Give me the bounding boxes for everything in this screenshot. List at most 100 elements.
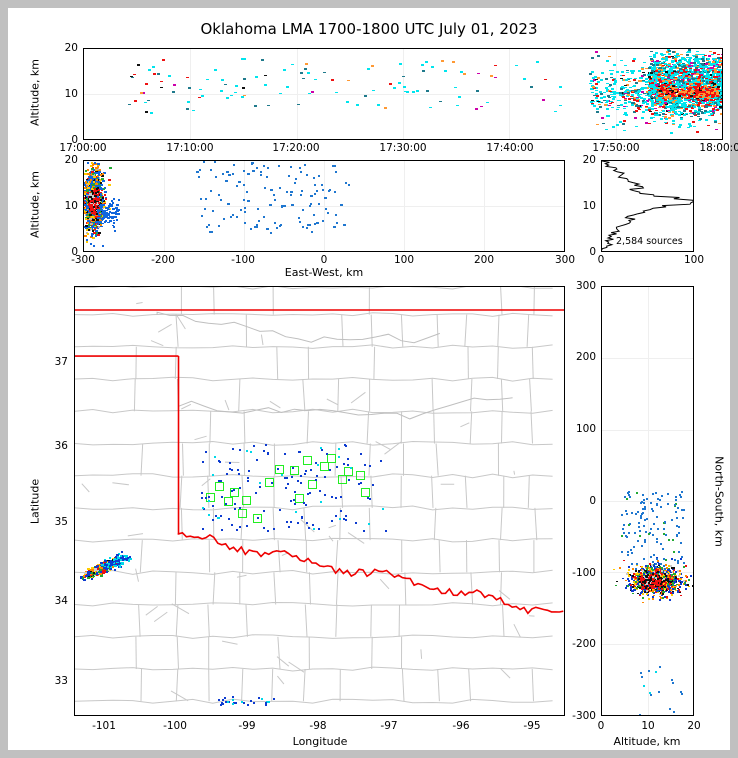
data-point	[715, 64, 719, 67]
data-point	[326, 452, 329, 455]
data-point	[84, 209, 88, 212]
data-point	[625, 105, 629, 108]
data-point	[613, 83, 617, 86]
data-point	[441, 59, 445, 62]
data-point	[621, 70, 625, 73]
data-point	[589, 82, 593, 85]
data-point	[706, 111, 710, 114]
data-point	[617, 104, 621, 107]
data-point	[242, 94, 246, 97]
data-point	[650, 68, 654, 71]
data-point	[212, 504, 215, 507]
data-point	[700, 67, 704, 70]
ew-xtick-1: -200	[151, 254, 175, 266]
data-point	[372, 89, 376, 92]
data-point	[558, 104, 562, 107]
gridline	[84, 206, 564, 207]
data-point	[112, 219, 115, 222]
data-point	[656, 114, 660, 116]
data-point	[259, 481, 262, 484]
data-point	[713, 119, 717, 122]
data-point	[243, 184, 246, 187]
data-point	[671, 120, 675, 122]
data-point	[613, 93, 617, 95]
data-point	[707, 94, 711, 97]
data-point	[382, 507, 385, 510]
data-point	[670, 94, 674, 97]
data-point	[216, 516, 219, 519]
data-point	[655, 111, 659, 114]
data-point	[264, 443, 267, 446]
data-point	[623, 64, 627, 67]
data-point	[623, 92, 627, 95]
data-point	[684, 75, 688, 77]
data-point	[623, 129, 627, 132]
data-point	[700, 110, 704, 113]
data-point	[627, 98, 631, 100]
data-point	[718, 75, 722, 77]
data-point	[641, 68, 645, 70]
data-point	[541, 99, 545, 101]
data-point	[227, 202, 230, 205]
data-point	[664, 59, 668, 61]
data-point	[196, 171, 199, 174]
data-point	[701, 105, 705, 107]
data-point	[313, 527, 316, 530]
data-point	[311, 231, 314, 234]
data-point	[660, 58, 664, 60]
data-point	[86, 161, 90, 164]
data-point	[515, 64, 519, 67]
data-point	[225, 502, 228, 505]
data-point	[689, 105, 693, 108]
data-point	[486, 101, 490, 104]
data-point	[640, 88, 644, 91]
data-point	[720, 112, 722, 115]
data-point	[238, 449, 241, 452]
data-point	[475, 90, 479, 92]
data-point	[692, 125, 696, 128]
hist-ytick-20: 20	[582, 154, 596, 166]
data-point	[263, 215, 266, 218]
data-point	[611, 69, 615, 72]
data-point	[359, 452, 362, 455]
data-point	[235, 184, 238, 187]
data-point	[639, 93, 643, 96]
data-point	[636, 93, 640, 96]
data-point	[192, 109, 196, 112]
data-point	[128, 103, 132, 106]
data-point	[720, 63, 722, 65]
data-point	[672, 74, 676, 76]
data-point	[709, 99, 713, 101]
data-point	[149, 111, 153, 114]
data-point	[101, 225, 104, 228]
data-point	[687, 58, 691, 61]
data-point	[721, 83, 722, 85]
data-point	[712, 108, 716, 110]
data-point	[619, 74, 623, 77]
data-point	[331, 495, 334, 498]
data-point	[95, 183, 99, 186]
gridline	[84, 94, 722, 95]
data-point	[680, 88, 684, 91]
data-point	[405, 91, 409, 93]
data-point	[185, 108, 189, 110]
data-point	[701, 79, 705, 82]
data-point	[298, 220, 302, 223]
data-point	[290, 63, 294, 66]
data-point	[293, 499, 296, 502]
data-point	[115, 219, 119, 221]
data-point	[594, 83, 598, 86]
data-point	[668, 81, 672, 84]
data-point	[592, 87, 596, 90]
data-point	[266, 228, 269, 231]
data-point	[239, 507, 242, 510]
data-point	[300, 190, 303, 193]
data-point	[720, 53, 722, 56]
data-point	[368, 523, 371, 526]
data-point	[340, 203, 343, 206]
data-point	[204, 451, 207, 454]
data-point	[364, 95, 368, 97]
data-point	[654, 104, 657, 106]
data-point	[591, 80, 595, 83]
data-point	[609, 100, 613, 103]
